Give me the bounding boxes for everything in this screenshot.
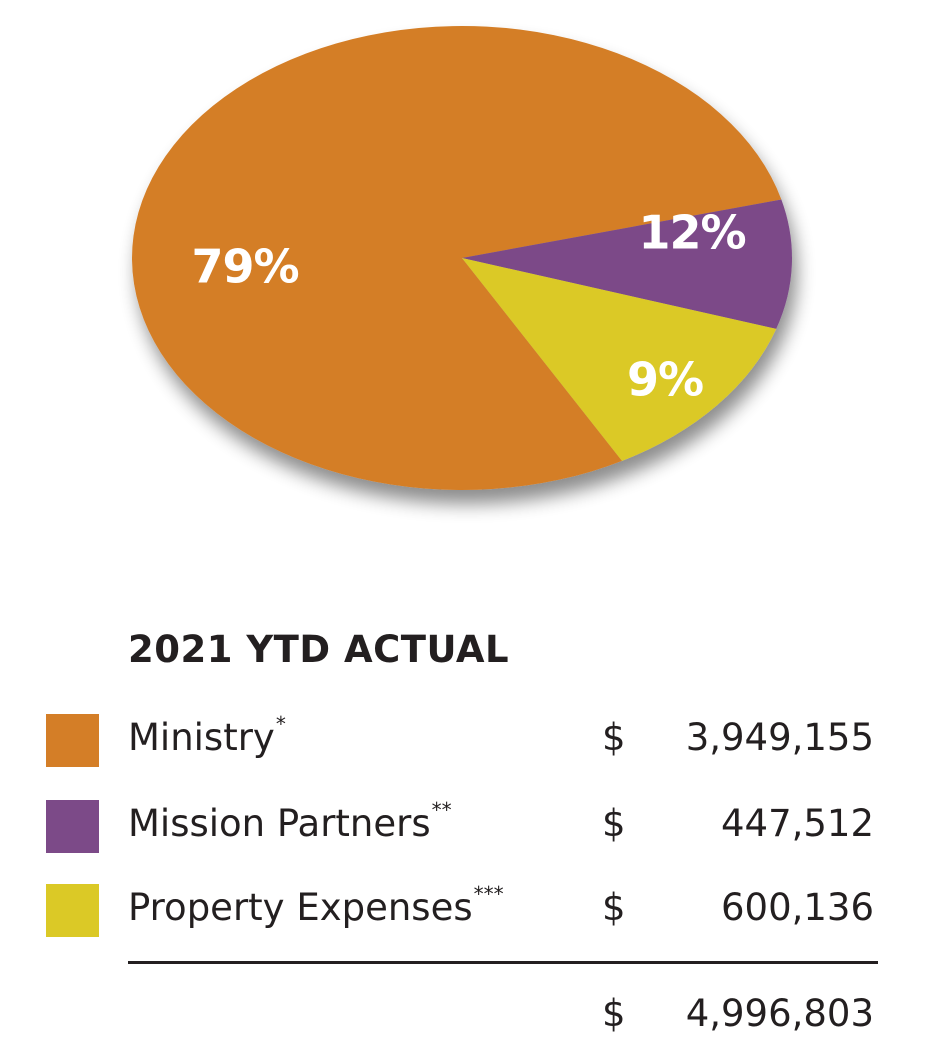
pie-label-ministry: 79% xyxy=(191,240,298,294)
legend-title: 2021 YTD ACTUAL xyxy=(128,628,510,671)
legend-row-mission-partners: Mission Partners** $ 447,512 xyxy=(0,796,950,856)
pie-slice-property-expenses xyxy=(462,258,777,461)
property-expenses-swatch xyxy=(46,884,99,937)
ministry-footnote: * xyxy=(275,712,286,736)
mission-partners-label-text: Mission Partners xyxy=(128,802,431,845)
mission-partners-swatch xyxy=(46,800,99,853)
legend-row-ministry: Ministry* $ 3,949,155 xyxy=(0,710,950,770)
property-expenses-label: Property Expenses*** xyxy=(128,882,504,929)
pie-label-mission-partners: 9% xyxy=(627,353,703,407)
total-divider xyxy=(128,961,878,964)
ministry-amount: 3,949,155 xyxy=(685,716,874,759)
pie-label-property-expenses: 12% xyxy=(638,206,745,260)
pie-slice-ministry xyxy=(131,25,782,490)
ministry-label: Ministry* xyxy=(128,712,286,759)
total-currency: $ xyxy=(602,992,626,1035)
ministry-label-text: Ministry xyxy=(128,716,275,759)
ministry-currency: $ xyxy=(602,716,626,759)
pie-slice-mission-partners xyxy=(462,199,792,329)
property-expenses-footnote: *** xyxy=(473,882,504,906)
pie-labels: 79% 9% 12% xyxy=(191,206,746,407)
legend-row-property-expenses: Property Expenses*** $ 600,136 xyxy=(0,880,950,940)
pie-chart: 79% 9% 12% xyxy=(131,25,792,490)
property-expenses-currency: $ xyxy=(602,886,626,929)
total-amount: 4,996,803 xyxy=(685,992,874,1035)
mission-partners-currency: $ xyxy=(602,802,626,845)
ministry-swatch xyxy=(46,714,99,767)
mission-partners-label: Mission Partners** xyxy=(128,798,452,845)
mission-partners-amount: 447,512 xyxy=(720,802,874,845)
pie-slices xyxy=(131,25,792,490)
property-expenses-label-text: Property Expenses xyxy=(128,886,473,929)
mission-partners-footnote: ** xyxy=(431,798,452,822)
property-expenses-amount: 600,136 xyxy=(720,886,874,929)
legend-row-total: $ 4,996,803 xyxy=(0,986,950,1046)
